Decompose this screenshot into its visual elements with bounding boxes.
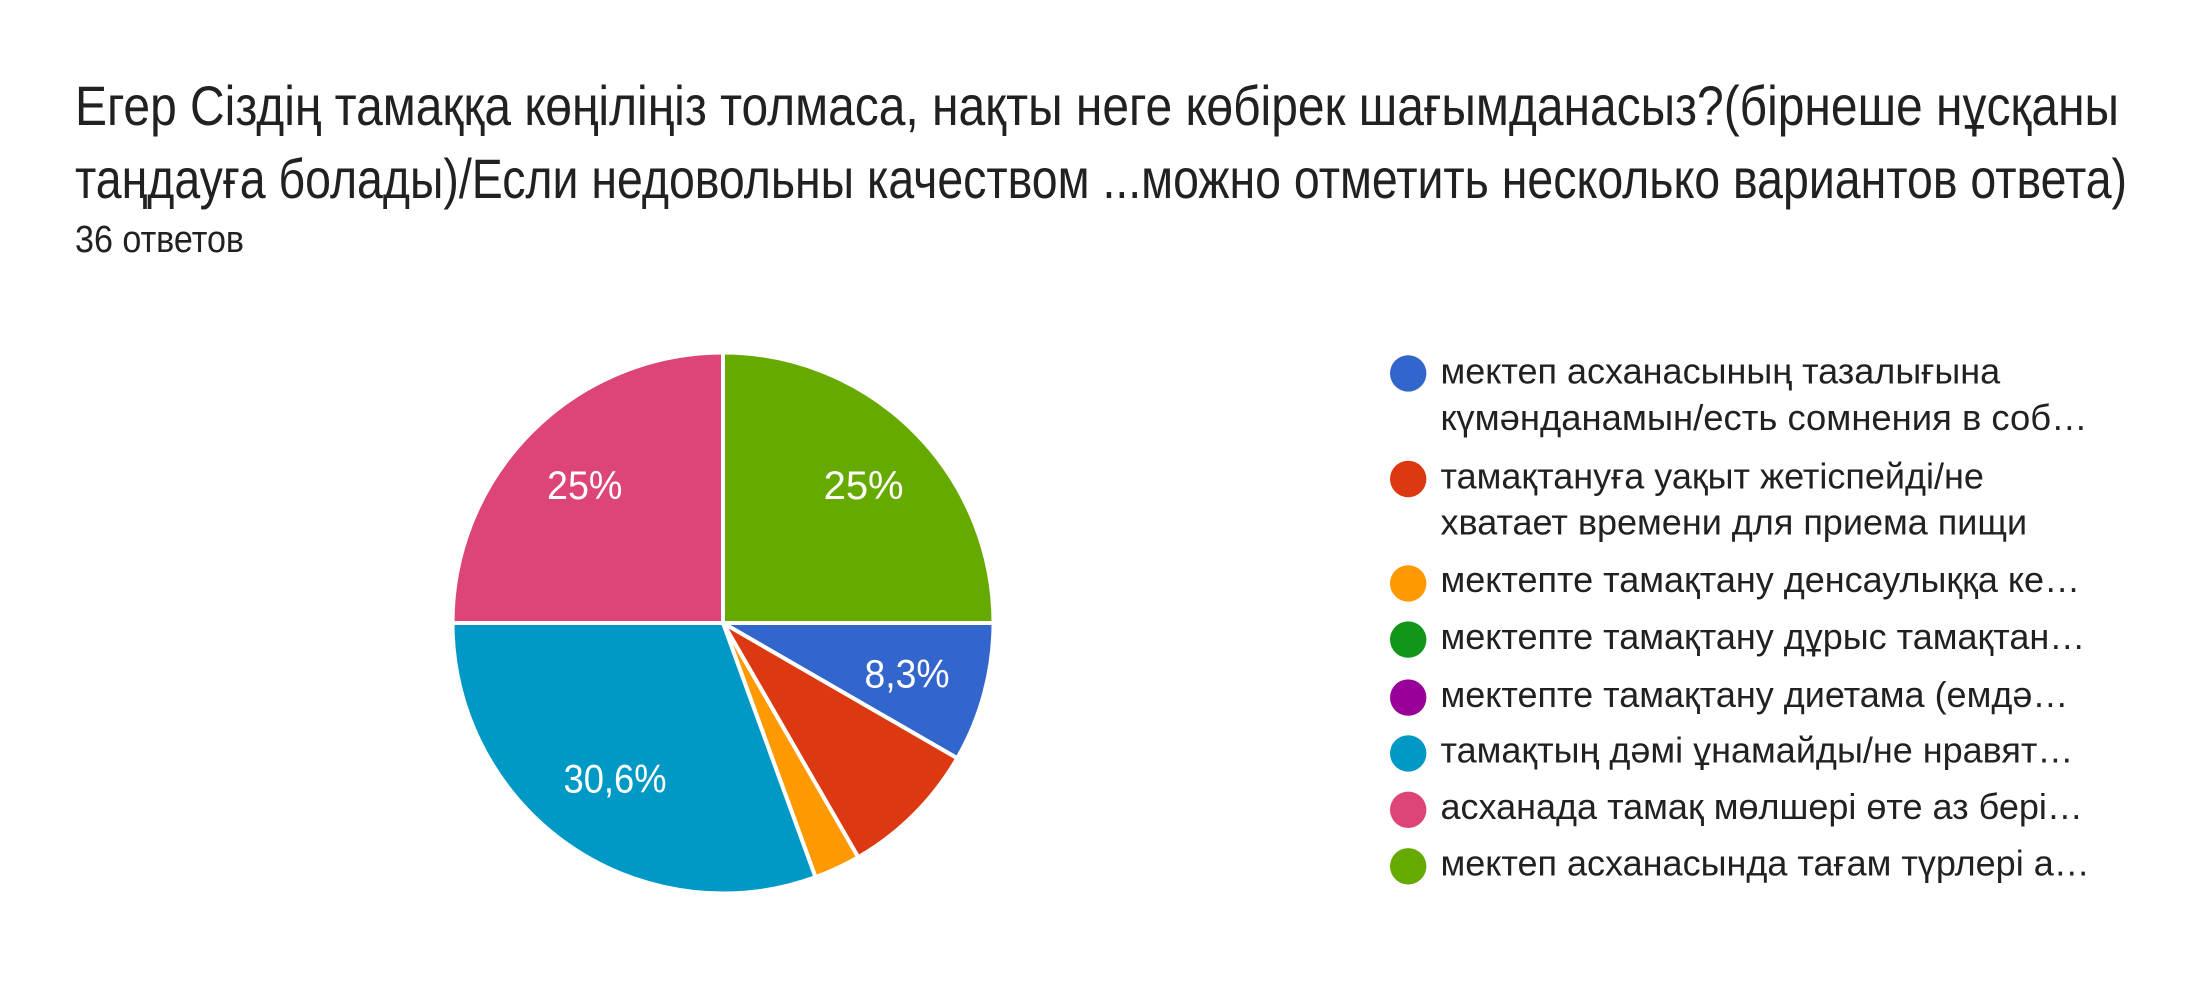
svg-text:мектеп асханасында тағам түрле: мектеп асханасында тағам түрлері а… <box>1441 843 2090 884</box>
svg-text:таңдауға болады)/Если недоволь: таңдауға болады)/Если недовольны качеств… <box>75 147 2127 210</box>
svg-text:мектеп асханасының тазалығына: мектеп асханасының тазалығына <box>1441 350 2002 391</box>
svg-text:күмәнданамын/есть сомнения в с: күмәнданамын/есть сомнения в соб… <box>1441 397 2088 438</box>
svg-text:тамақтың дәмі ұнамайды/не нрав: тамақтың дәмі ұнамайды/не нравят… <box>1441 730 2074 771</box>
svg-text:хватает времени для приема пищ: хватает времени для приема пищи <box>1441 501 2028 542</box>
svg-text:Егер Сіздің тамаққа көңіліңіз: Егер Сіздің тамаққа көңіліңіз толмаса, н… <box>75 74 2119 137</box>
svg-text:25%: 25% <box>547 464 622 508</box>
svg-text:36 ответов: 36 ответов <box>75 219 244 261</box>
svg-text:25%: 25% <box>824 464 904 508</box>
svg-text:мектепте тамақтану денсаулыққа: мектепте тамақтану денсаулыққа ке… <box>1441 559 2081 600</box>
svg-text:асханада тамақ мөлшері өте аз: асханада тамақ мөлшері өте аз бері… <box>1441 786 2083 827</box>
svg-text:мектепте тамақтану диетама (ем: мектепте тамақтану диетама (емдә… <box>1441 674 2069 715</box>
svg-text:8,3%: 8,3% <box>865 653 950 697</box>
svg-text:тамақтануға уақыт жетіспейді/н: тамақтануға уақыт жетіспейді/не <box>1441 455 1984 496</box>
svg-text:мектепте тамақтану дұрыс тамақ: мектепте тамақтану дұрыс тамақтан… <box>1441 616 2086 657</box>
svg-text:30,6%: 30,6% <box>564 757 667 801</box>
